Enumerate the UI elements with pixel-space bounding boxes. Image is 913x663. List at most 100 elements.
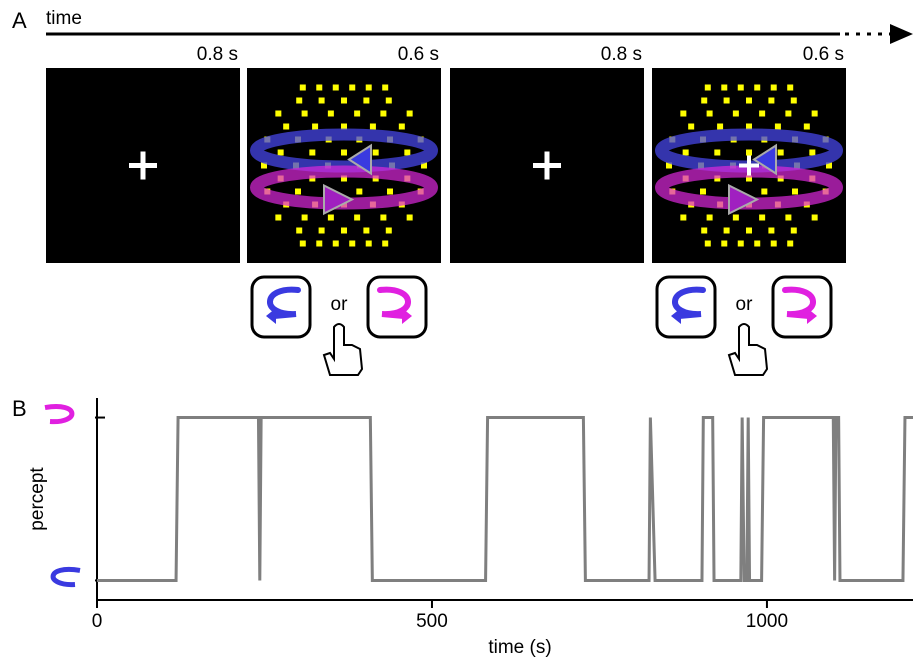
sphere-dot <box>341 98 347 104</box>
sphere-dot <box>733 215 739 221</box>
sphere-dot <box>309 150 315 156</box>
sphere-dot <box>785 215 791 221</box>
sphere-dot <box>341 150 347 156</box>
sphere-dot <box>792 189 798 195</box>
sphere-dot <box>791 228 797 234</box>
sphere-dot <box>787 85 793 91</box>
sphere-dot <box>319 228 325 234</box>
sphere-dot <box>775 124 781 130</box>
x-axis-label: time (s) <box>488 637 551 658</box>
sphere-dot <box>714 150 720 156</box>
duration-label: 0.8 s <box>197 44 238 65</box>
sphere-dot <box>721 241 727 247</box>
sphere-dot <box>733 111 739 117</box>
hand-icon <box>729 324 767 375</box>
sphere-dot <box>283 124 289 130</box>
sphere-dot <box>804 124 810 130</box>
sphere-dot <box>296 98 302 104</box>
sphere-dot <box>333 241 339 247</box>
sphere-dot <box>768 228 774 234</box>
sphere-dot <box>809 150 815 156</box>
timeline-arrow <box>890 24 913 44</box>
sphere-dot <box>328 215 334 221</box>
sphere-dot <box>759 111 765 117</box>
choice-word: or <box>736 294 754 315</box>
sphere-dot <box>302 111 308 117</box>
sphere-dot <box>707 215 713 221</box>
percept-icon <box>45 407 72 422</box>
x-tick-label: 1000 <box>746 611 788 632</box>
hand-icon <box>324 324 362 375</box>
sphere-dot <box>380 111 386 117</box>
sphere-dot <box>386 228 392 234</box>
sphere-dot <box>296 228 302 234</box>
sphere-dot <box>382 241 388 247</box>
duration-label: 0.8 s <box>601 44 642 65</box>
duration-label: 0.6 s <box>398 44 439 65</box>
sphere-dot <box>688 124 694 130</box>
sphere-dot <box>407 111 413 117</box>
sphere-dot <box>754 241 760 247</box>
sphere-dot <box>738 241 744 247</box>
choice-word: or <box>331 294 349 315</box>
sphere-dot <box>761 189 767 195</box>
sphere-dot <box>300 85 306 91</box>
response-box <box>252 277 310 337</box>
sphere-dot <box>316 241 322 247</box>
sphere-dot <box>746 98 752 104</box>
sphere-dot <box>683 150 689 156</box>
sphere-dot <box>680 111 686 117</box>
sphere-dot <box>295 189 301 195</box>
sphere-dot <box>778 150 784 156</box>
sphere-dot <box>341 228 347 234</box>
sphere-dot <box>386 98 392 104</box>
sphere-dot <box>333 85 339 91</box>
response-box <box>773 277 831 337</box>
sphere-dot <box>724 228 730 234</box>
sphere-dot <box>701 228 707 234</box>
sphere-dot <box>275 111 281 117</box>
sphere-dot <box>746 150 752 156</box>
sphere-dot <box>349 241 355 247</box>
sphere-dot <box>373 150 379 156</box>
sphere-dot <box>705 85 711 91</box>
x-tick-label: 500 <box>416 611 448 632</box>
sphere-dot <box>302 215 308 221</box>
sphere-dot <box>407 215 413 221</box>
sphere-dot <box>700 189 706 195</box>
sphere-dot <box>354 215 360 221</box>
sphere-dot <box>754 85 760 91</box>
panel-label: B <box>12 396 27 421</box>
sphere-dot <box>399 124 405 130</box>
sphere-dot <box>701 98 707 104</box>
sphere-dot <box>278 150 284 156</box>
sphere-dot <box>717 124 723 130</box>
duration-label: 0.6 s <box>803 44 844 65</box>
sphere-dot <box>759 215 765 221</box>
sphere-dot <box>721 85 727 91</box>
sphere-dot <box>312 124 318 130</box>
sphere-dot <box>812 215 818 221</box>
sphere-dot <box>366 241 372 247</box>
sphere-dot <box>404 150 410 156</box>
sphere-dot <box>300 241 306 247</box>
figure: A time B 0.8 s 0.6 s or 0.8 s 0.6 s or 0 500 10… <box>0 0 913 663</box>
response-box <box>657 277 715 337</box>
sphere-dot <box>680 215 686 221</box>
sphere-dot <box>328 111 334 117</box>
sphere-dot <box>363 98 369 104</box>
x-tick-label: 0 <box>92 611 103 632</box>
sphere-dot <box>787 241 793 247</box>
sphere-dot <box>812 111 818 117</box>
panel-label: A <box>12 8 27 33</box>
sphere-dot <box>382 85 388 91</box>
sphere-dot <box>768 98 774 104</box>
sphere-dot <box>707 111 713 117</box>
sphere-dot <box>387 189 393 195</box>
timeline-label: time <box>46 8 82 29</box>
percept-line <box>97 418 913 581</box>
sphere-dot <box>771 85 777 91</box>
sphere-dot <box>354 111 360 117</box>
response-box <box>368 277 426 337</box>
sphere-dot <box>319 98 325 104</box>
